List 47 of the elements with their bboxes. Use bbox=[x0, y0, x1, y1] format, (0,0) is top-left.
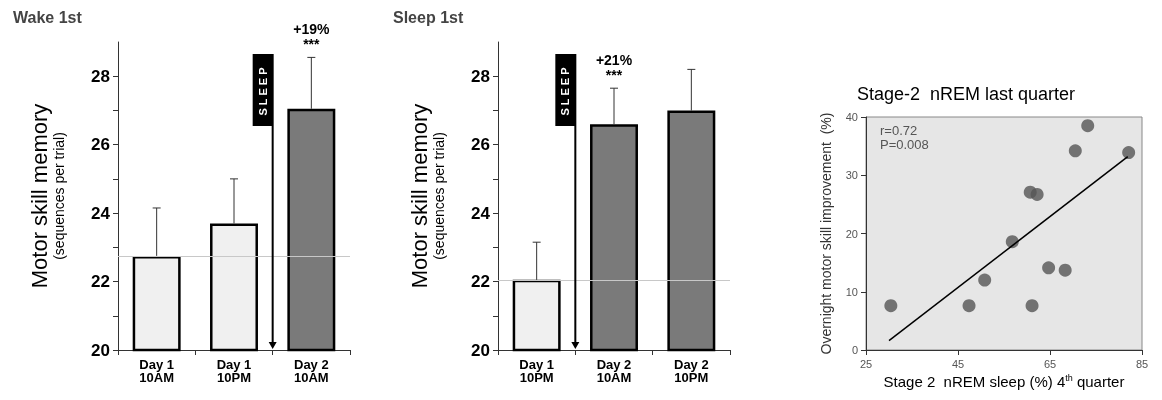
annotation: SLEEP bbox=[256, 64, 269, 116]
x-tick-label: 25 bbox=[859, 357, 873, 370]
point bbox=[978, 273, 992, 287]
y-tick-label: 28 bbox=[91, 66, 110, 86]
chart-title: Sleep 1st bbox=[393, 8, 464, 26]
y-tick-label: 22 bbox=[91, 272, 110, 292]
point bbox=[1030, 187, 1044, 201]
annotation: +19% *** bbox=[293, 21, 330, 53]
x-tick-label: Day 2 10AM bbox=[596, 357, 632, 385]
x-tick-label: Day 2 10PM bbox=[673, 357, 709, 385]
annotation: +21% *** bbox=[595, 52, 633, 84]
point bbox=[884, 299, 898, 313]
point bbox=[1025, 299, 1039, 313]
y-tick-label: 22 bbox=[471, 272, 490, 292]
x-tick-label: Day 1 10AM bbox=[139, 357, 175, 385]
y-tick-label: 28 bbox=[471, 66, 490, 86]
x-tick-label: Day 1 10PM bbox=[519, 357, 555, 385]
y-tick-label: 20 bbox=[91, 340, 110, 360]
y-tick-label: 24 bbox=[471, 203, 491, 223]
y-tick-label: 20 bbox=[845, 227, 858, 240]
chart-title: Wake 1st bbox=[13, 8, 83, 26]
y-axis-title: Motor skill memory (sequences per trial) bbox=[26, 103, 67, 289]
y-tick-label: 24 bbox=[91, 203, 111, 223]
annotation: r=0.72 bbox=[880, 123, 918, 138]
y-tick-label: 20 bbox=[471, 340, 490, 360]
x-tick-label: 65 bbox=[1043, 357, 1057, 370]
y-tick-label: 26 bbox=[471, 135, 490, 155]
y-tick-label: 26 bbox=[91, 135, 110, 155]
annotation: SLEEP bbox=[559, 64, 572, 116]
x-tick-label: Day 2 10AM bbox=[293, 357, 329, 385]
y-tick-label: 30 bbox=[845, 169, 858, 182]
y-tick-label: 0 bbox=[851, 344, 858, 356]
point bbox=[1068, 144, 1082, 158]
annotation: P=0.008 bbox=[880, 137, 929, 152]
point bbox=[1058, 263, 1072, 277]
x-tick-label: Day 1 10PM bbox=[216, 357, 252, 385]
y-axis-title: Motor skill memory (sequences per trial) bbox=[406, 103, 447, 289]
x-tick-label: 45 bbox=[951, 357, 965, 370]
y-tick-label: 40 bbox=[845, 111, 858, 123]
y-axis-title: Overnight motor skill improvement (%) bbox=[818, 112, 834, 355]
point bbox=[1122, 146, 1136, 160]
point bbox=[962, 299, 976, 313]
x-tick-label: 85 bbox=[1135, 357, 1149, 370]
chart-title: Stage-2 nREM last quarter bbox=[856, 84, 1076, 104]
point bbox=[1081, 119, 1095, 133]
y-tick-label: 10 bbox=[845, 285, 858, 298]
point bbox=[1042, 261, 1056, 275]
